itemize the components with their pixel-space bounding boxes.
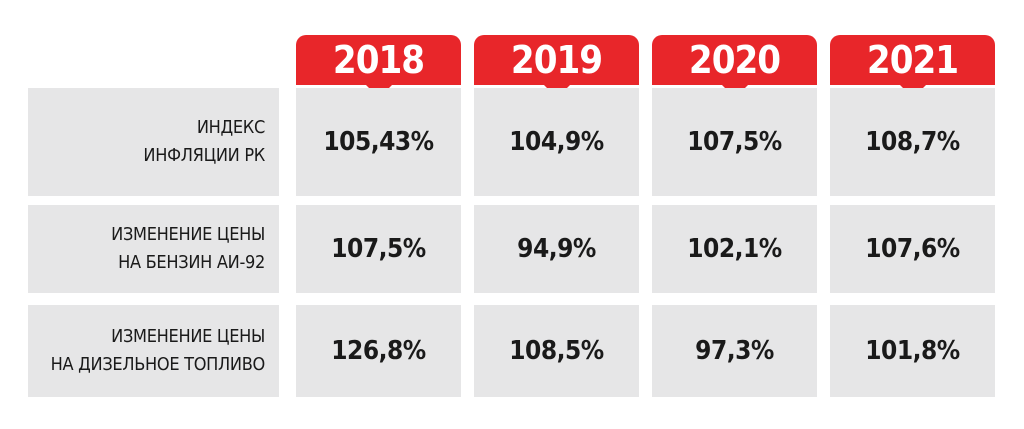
row-label: ИЗМЕНЕНИЕ ЦЕНЫ НА ДИЗЕЛЬНОЕ ТОПЛИВО: [28, 305, 279, 397]
year-header-2021: 2021: [830, 35, 995, 98]
value-cell-2020: 102,1%: [652, 205, 817, 293]
value-cell-2019: 104,9%: [474, 88, 639, 196]
value-cell-2020: 97,3%: [652, 305, 817, 397]
row-label-line: ИЗМЕНЕНИЕ ЦЕНЫ: [111, 326, 265, 347]
value-cell-2021: 107,6%: [830, 205, 995, 293]
value-cell-2019: 94,9%: [474, 205, 639, 293]
row-label-line: НА БЕНЗИН АИ-92: [118, 252, 265, 273]
row-label-line: ИНДЕКС: [196, 117, 265, 138]
row-label-line: НА ДИЗЕЛЬНОЕ ТОПЛИВО: [50, 354, 266, 375]
year-header-2020: 2020: [652, 35, 817, 98]
value-cell-2018: 105,43%: [296, 88, 461, 196]
value-cell-2018: 126,8%: [296, 305, 461, 397]
value-cell-2020: 107,5%: [652, 88, 817, 196]
value-cell-2019: 108,5%: [474, 305, 639, 397]
value-cell-2021: 108,7%: [830, 88, 995, 196]
row-label: ИНДЕКС ИНФЛЯЦИИ РК: [28, 88, 279, 196]
row-label: ИЗМЕНЕНИЕ ЦЕНЫ НА БЕНЗИН АИ-92: [28, 205, 279, 293]
value-cell-2021: 101,8%: [830, 305, 995, 397]
year-header-2018: 2018: [296, 35, 461, 98]
row-label-line: ИЗМЕНЕНИЕ ЦЕНЫ: [111, 224, 265, 245]
value-cell-2018: 107,5%: [296, 205, 461, 293]
row-label-line: ИНФЛЯЦИИ РК: [143, 145, 265, 166]
year-header-2019: 2019: [474, 35, 639, 98]
